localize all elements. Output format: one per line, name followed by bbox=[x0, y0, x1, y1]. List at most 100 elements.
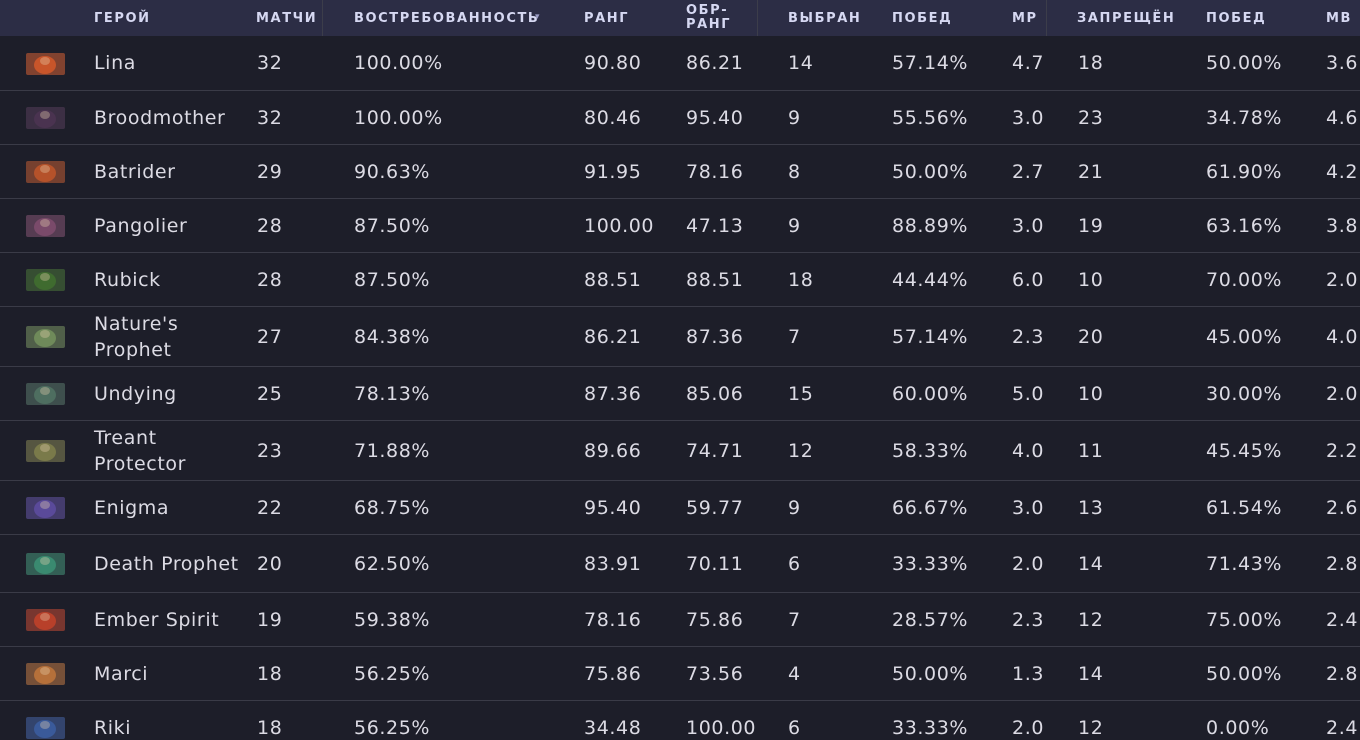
matches-cell: 18 bbox=[257, 716, 283, 739]
matches-cell: 22 bbox=[257, 496, 283, 519]
hero-portrait-image bbox=[26, 269, 65, 291]
hero-name: Rubick bbox=[94, 268, 161, 291]
col-header-pick-wins[interactable]: ПОБЕД bbox=[892, 10, 953, 26]
rank-cell: 83.91 bbox=[584, 552, 642, 575]
demand-cell: 62.50% bbox=[354, 552, 431, 575]
rev-rank-cell: 100.00 bbox=[686, 716, 757, 739]
col-header-rev-rank[interactable]: ОБР- РАНГ bbox=[686, 3, 732, 32]
ban-wins-cell: 63.16% bbox=[1206, 214, 1283, 237]
picked-cell: 4 bbox=[788, 662, 801, 685]
col-header-rank[interactable]: РАНГ bbox=[584, 10, 630, 26]
hero-name: Treant Protector bbox=[94, 426, 187, 475]
rev-rank-cell: 74.71 bbox=[686, 439, 744, 462]
table-row[interactable]: Broodmother 32 100.00% 80.46 95.40 9 55.56% 3.0… bbox=[0, 91, 1360, 145]
demand-cell: 71.88% bbox=[354, 439, 431, 462]
col-header-picked[interactable]: ВЫБРАН bbox=[788, 10, 862, 26]
ban-wins-cell: 50.00% bbox=[1206, 52, 1283, 74]
rev-rank-cell: 86.21 bbox=[686, 52, 744, 74]
demand-cell: 87.50% bbox=[354, 268, 431, 291]
table-row[interactable]: Nature's Prophet 27 84.38% 86.21 87.36 7 57.14… bbox=[0, 307, 1360, 367]
matches-cell: 18 bbox=[257, 662, 283, 685]
hero-portrait-image bbox=[26, 553, 65, 575]
rank-cell: 90.80 bbox=[584, 52, 642, 74]
mp-cell: 6.0 bbox=[1012, 268, 1045, 291]
rev-rank-cell: 70.11 bbox=[686, 552, 744, 575]
picked-cell: 18 bbox=[788, 268, 814, 291]
table-row[interactable]: Rubick 28 87.50% 88.51 88.51 18 44.44% 6.0 10 70.… bbox=[0, 253, 1360, 307]
table-row[interactable]: Riki 18 56.25% 34.48 100.00 6 33.33% 2.0 12 0.00%… bbox=[0, 701, 1360, 740]
banned-cell: 11 bbox=[1078, 439, 1104, 462]
rev-rank-cell: 88.51 bbox=[686, 268, 744, 291]
table-row[interactable]: Undying 25 78.13% 87.36 85.06 15 60.00% 5.0 10 30… bbox=[0, 367, 1360, 421]
col-header-ban-wins[interactable]: ПОБЕД bbox=[1206, 10, 1267, 26]
mp-cell: 3.0 bbox=[1012, 106, 1045, 129]
table-row[interactable]: Enigma 22 68.75% 95.40 59.77 9 66.67% 3.0 13 61.5… bbox=[0, 481, 1360, 535]
hero-portrait-image bbox=[26, 326, 65, 348]
hero-name: Batrider bbox=[94, 160, 176, 183]
matches-cell: 32 bbox=[257, 52, 283, 74]
rank-cell: 80.46 bbox=[584, 106, 642, 129]
ban-wins-cell: 34.78% bbox=[1206, 106, 1283, 129]
mb-cell: 2.0 bbox=[1326, 382, 1359, 405]
col-header-matches[interactable]: МАТЧИ bbox=[256, 10, 318, 26]
picked-cell: 6 bbox=[788, 552, 801, 575]
mp-cell: 1.3 bbox=[1012, 662, 1045, 685]
pick-wins-cell: 57.14% bbox=[892, 52, 969, 74]
hero-name: Broodmother bbox=[94, 106, 226, 129]
rev-rank-cell: 59.77 bbox=[686, 496, 744, 519]
hero-name: Pangolier bbox=[94, 214, 188, 237]
ban-wins-cell: 30.00% bbox=[1206, 382, 1283, 405]
table-row[interactable]: Treant Protector 23 71.88% 89.66 74.71 12 58.3… bbox=[0, 421, 1360, 481]
pick-wins-cell: 88.89% bbox=[892, 214, 969, 237]
rank-cell: 95.40 bbox=[584, 496, 642, 519]
matches-cell: 19 bbox=[257, 608, 283, 631]
banned-cell: 14 bbox=[1078, 662, 1104, 685]
hero-portrait-image bbox=[26, 161, 65, 183]
hero-name: Enigma bbox=[94, 496, 170, 519]
pick-wins-cell: 50.00% bbox=[892, 662, 969, 685]
ban-wins-cell: 61.54% bbox=[1206, 496, 1283, 519]
matches-cell: 20 bbox=[257, 552, 283, 575]
mp-cell: 5.0 bbox=[1012, 382, 1045, 405]
table-row[interactable]: Death Prophet 20 62.50% 83.91 70.11 6 33.33% 2.… bbox=[0, 535, 1360, 593]
hero-name: Undying bbox=[94, 382, 177, 405]
matches-cell: 29 bbox=[257, 160, 283, 183]
picked-cell: 6 bbox=[788, 716, 801, 739]
demand-cell: 87.50% bbox=[354, 214, 431, 237]
col-header-mp[interactable]: МР bbox=[1012, 10, 1038, 26]
mb-cell: 4.6 bbox=[1326, 106, 1359, 129]
demand-cell: 56.25% bbox=[354, 716, 431, 739]
col-header-hero[interactable]: ГЕРОЙ bbox=[94, 10, 151, 26]
col-header-banned[interactable]: ЗАПРЕЩЁН bbox=[1077, 10, 1176, 26]
col-header-mb[interactable]: МВ bbox=[1326, 10, 1353, 26]
hero-portrait-image bbox=[26, 383, 65, 405]
demand-cell: 68.75% bbox=[354, 496, 431, 519]
table-row[interactable]: Marci 18 56.25% 75.86 73.56 4 50.00% 1.3 14 50.00… bbox=[0, 647, 1360, 701]
banned-cell: 23 bbox=[1078, 106, 1104, 129]
banned-cell: 10 bbox=[1078, 268, 1104, 291]
picked-cell: 9 bbox=[788, 214, 801, 237]
table-header: ГЕРОЙ МАТЧИ ВОСТРЕБОВАННОСТЬ ▾ РАНГ ОБР-… bbox=[0, 0, 1360, 36]
matches-cell: 32 bbox=[257, 106, 283, 129]
rank-cell: 88.51 bbox=[584, 268, 642, 291]
mp-cell: 2.0 bbox=[1012, 716, 1045, 739]
banned-cell: 21 bbox=[1078, 160, 1104, 183]
table-row[interactable]: Pangolier 28 87.50% 100.00 47.13 9 88.89% 3.0 19… bbox=[0, 199, 1360, 253]
col-header-demand[interactable]: ВОСТРЕБОВАННОСТЬ bbox=[354, 10, 540, 26]
banned-cell: 13 bbox=[1078, 496, 1104, 519]
mp-cell: 4.0 bbox=[1012, 439, 1045, 462]
hero-name: Death Prophet bbox=[94, 552, 239, 575]
table-row[interactable]: Ember Spirit 19 59.38% 78.16 75.86 7 28.57% 2.3… bbox=[0, 593, 1360, 647]
matches-cell: 28 bbox=[257, 214, 283, 237]
ban-wins-cell: 75.00% bbox=[1206, 608, 1283, 631]
mb-cell: 2.8 bbox=[1326, 662, 1359, 685]
hero-portrait-image bbox=[26, 609, 65, 631]
table-row[interactable]: Lina 32 100.00% 90.80 86.21 14 57.14% 4.7 18 50.0… bbox=[0, 36, 1360, 91]
banned-cell: 20 bbox=[1078, 325, 1104, 348]
mp-cell: 2.0 bbox=[1012, 552, 1045, 575]
ban-wins-cell: 71.43% bbox=[1206, 552, 1283, 575]
table-row[interactable]: Batrider 29 90.63% 91.95 78.16 8 50.00% 2.7 21 61… bbox=[0, 145, 1360, 199]
mb-cell: 2.2 bbox=[1326, 439, 1359, 462]
hero-name: Marci bbox=[94, 662, 149, 685]
